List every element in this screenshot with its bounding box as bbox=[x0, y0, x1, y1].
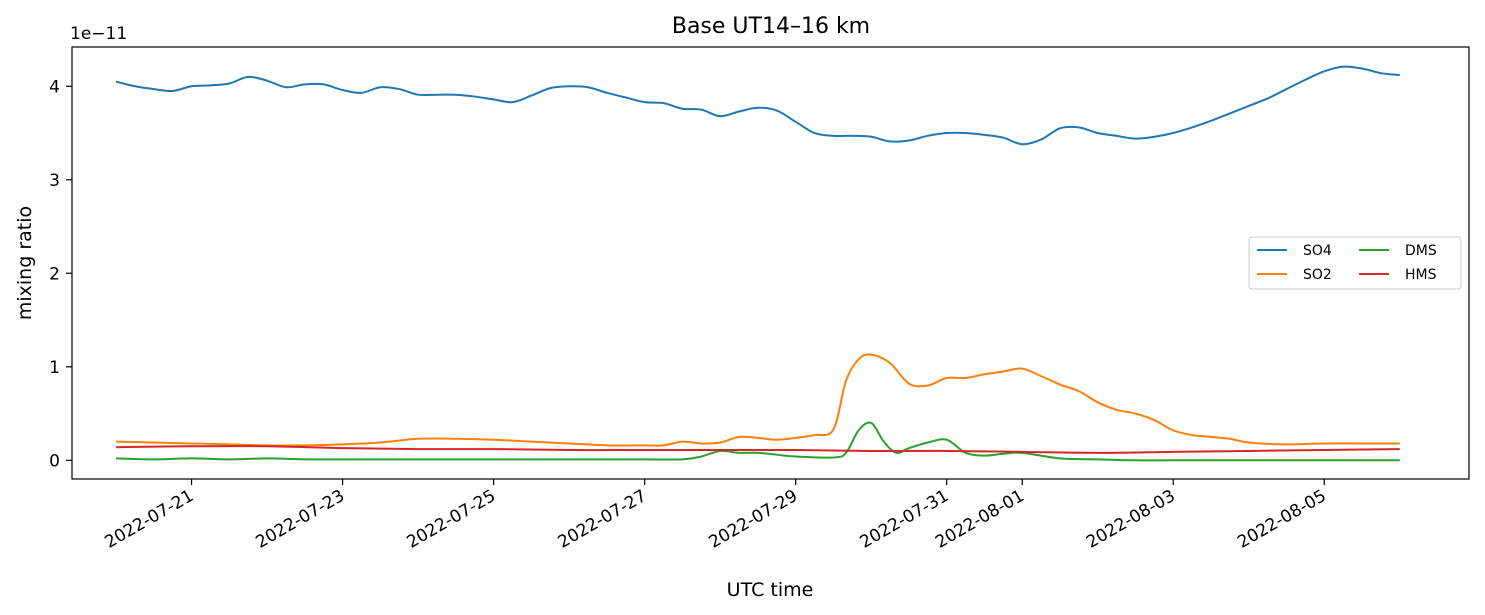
y-tick-label: 4 bbox=[49, 77, 60, 97]
series-line-dms bbox=[116, 421, 1400, 462]
legend-label-dms: DMS bbox=[1405, 243, 1437, 259]
y-tick-label: 0 bbox=[49, 451, 60, 471]
chart-title: Base UT14–16 km bbox=[672, 14, 870, 39]
legend-label-so4: SO4 bbox=[1303, 243, 1332, 259]
y-axis: 0 1 2 3 4 bbox=[49, 77, 72, 471]
series-line-hms bbox=[116, 445, 1400, 454]
y-offset-label: 1e−11 bbox=[70, 24, 127, 44]
series-line-so4 bbox=[115, 65, 1400, 146]
series-line-so2 bbox=[116, 353, 1400, 447]
plot-area bbox=[115, 65, 1400, 462]
x-axis-label: UTC time bbox=[727, 579, 814, 601]
y-axis-label: mixing ratio bbox=[14, 206, 36, 320]
legend: SO4 SO2 DMS HMS bbox=[1248, 236, 1462, 290]
y-tick-label: 2 bbox=[49, 264, 60, 284]
legend-box bbox=[1248, 236, 1462, 290]
y-tick-label: 1 bbox=[49, 358, 60, 378]
legend-label-hms: HMS bbox=[1405, 267, 1437, 283]
legend-label-so2: SO2 bbox=[1303, 267, 1332, 283]
plot-frame bbox=[71, 46, 1470, 480]
y-tick-label: 3 bbox=[49, 171, 60, 191]
